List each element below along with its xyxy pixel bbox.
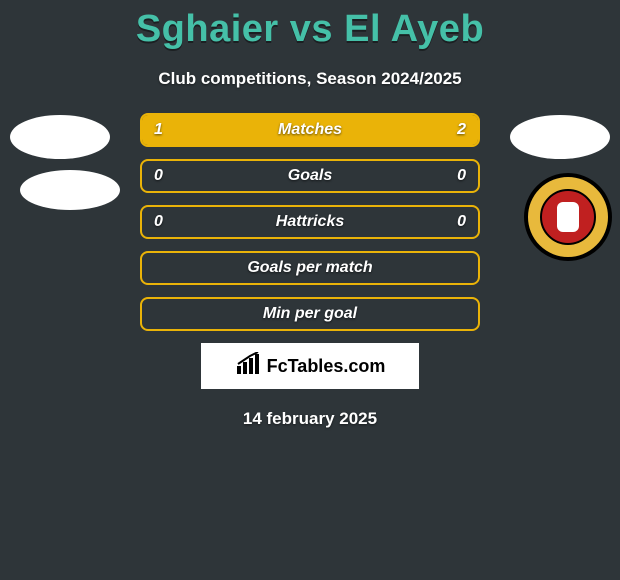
player-right-badge-1 — [510, 115, 610, 165]
stat-row: 1 2 Matches — [140, 113, 480, 147]
date-text: 14 february 2025 — [0, 409, 620, 429]
ellipse-icon — [10, 115, 110, 159]
stat-value-right: 0 — [457, 167, 466, 185]
stat-label: Hattricks — [276, 213, 344, 231]
player-left-badge-1 — [10, 115, 110, 165]
player-right-club-badge — [524, 173, 612, 261]
ellipse-icon — [20, 170, 120, 210]
stat-row: Min per goal — [140, 297, 480, 331]
stat-row: Goals per match — [140, 251, 480, 285]
stat-label: Min per goal — [263, 305, 357, 323]
ellipse-icon — [510, 115, 610, 159]
club-badge-icon — [524, 173, 612, 261]
player-left-badge-2 — [20, 170, 120, 210]
stat-value-left: 0 — [154, 213, 163, 231]
club-badge-center-icon — [557, 202, 579, 232]
club-badge-inner-icon — [540, 189, 596, 245]
stat-value-left: 0 — [154, 167, 163, 185]
chart-icon — [235, 352, 263, 381]
stat-row: 0 0 Hattricks — [140, 205, 480, 239]
stat-value-right: 2 — [457, 121, 466, 139]
stat-value-right: 0 — [457, 213, 466, 231]
stat-row: 0 0 Goals — [140, 159, 480, 193]
stat-label: Matches — [278, 121, 342, 139]
stat-label: Goals per match — [247, 259, 372, 277]
page-title: Sghaier vs El Ayeb — [0, 0, 620, 51]
stat-value-left: 1 — [154, 121, 163, 139]
brand-logo: FcTables.com — [201, 343, 419, 389]
subtitle: Club competitions, Season 2024/2025 — [0, 69, 620, 89]
stats-container: 1 2 Matches 0 0 Goals 0 0 Hattricks Goals per mat… — [140, 113, 480, 331]
brand-logo-text: FcTables.com — [267, 356, 386, 377]
stat-label: Goals — [288, 167, 332, 185]
